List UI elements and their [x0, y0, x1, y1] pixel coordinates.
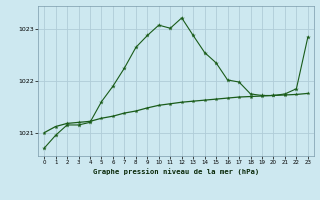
X-axis label: Graphe pression niveau de la mer (hPa): Graphe pression niveau de la mer (hPa)	[93, 168, 259, 175]
